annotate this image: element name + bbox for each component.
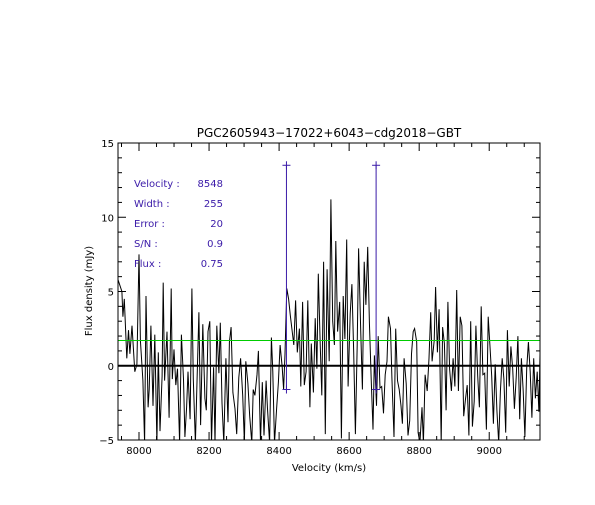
y-tick-label: −5	[99, 436, 114, 447]
annotation-label: Width :	[134, 199, 170, 210]
annotation-label: Error :	[134, 219, 165, 230]
y-tick-label: 10	[101, 213, 114, 224]
annotation-value: 255	[204, 199, 223, 210]
x-tick-label: 8800	[406, 446, 431, 457]
annotation-value: 20	[210, 219, 223, 230]
axes-layer: 8000 8200 8400 8600 8800 9000 −5 0 5 10 15	[99, 139, 540, 457]
x-tick-label: 8400	[266, 446, 291, 457]
x-tick-label: 9000	[476, 446, 501, 457]
velocity-marker-1	[282, 161, 291, 394]
measurement-annotation: Velocity : 8548 Width : 255 Error : 20 S/N : 0.…	[134, 179, 223, 270]
x-axis-label: Velocity (km/s)	[292, 463, 366, 474]
spectrum-line	[118, 199, 540, 440]
x-tick-label: 8200	[196, 446, 221, 457]
reference-lines-layer	[118, 340, 540, 367]
annotation-label: Flux :	[134, 259, 161, 270]
y-tick-label: 0	[108, 362, 114, 373]
x-tick-label: 8000	[126, 446, 151, 457]
velocity-marker-2	[372, 161, 381, 394]
marker-layer	[282, 161, 381, 394]
spectrum-layer	[118, 199, 540, 440]
chart-title: PGC2605943−17022+6043−cdg2018−GBT	[197, 126, 462, 140]
annotation-label: Velocity :	[134, 179, 180, 190]
y-tick-label: 15	[101, 139, 114, 150]
plot-frame	[117, 142, 541, 441]
annotation-value: 8548	[198, 179, 223, 190]
y-axis-label: Flux density (mJy)	[84, 246, 95, 336]
annotation-label: S/N :	[134, 239, 158, 250]
y-tick-label: 5	[108, 288, 114, 299]
annotation-value: 0.75	[201, 259, 223, 270]
annotation-value: 0.9	[207, 239, 223, 250]
x-tick-label: 8600	[336, 446, 361, 457]
